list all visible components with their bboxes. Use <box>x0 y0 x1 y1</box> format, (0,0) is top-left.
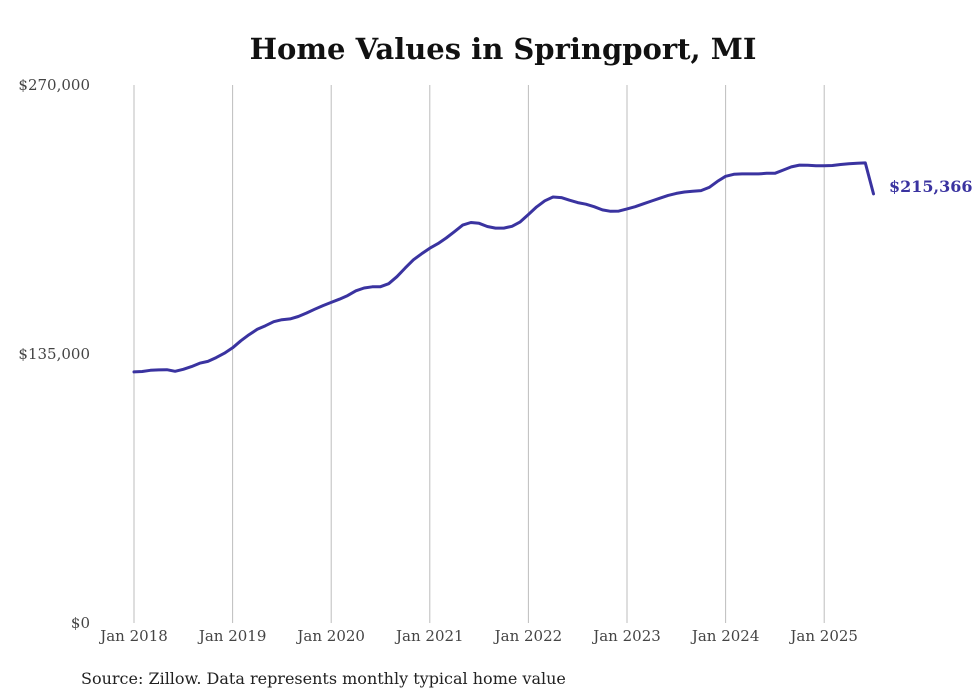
y-tick-label: $135,000 <box>18 345 90 363</box>
y-tick-label: $0 <box>71 614 90 632</box>
x-tick-label: Jan 2022 <box>493 627 563 645</box>
x-tick-label: Jan 2020 <box>295 627 365 645</box>
x-axis-ticks: Jan 2018 Jan 2019 Jan 2020 Jan 2021 Jan 2022… <box>98 627 858 645</box>
x-tick-label: Jan 2021 <box>394 627 464 645</box>
grid-lines <box>133 85 825 623</box>
x-tick-label: Jan 2019 <box>197 627 267 645</box>
latest-value-label: $215,366 <box>889 177 973 196</box>
y-axis-ticks: $0 $135,000 $270,000 <box>18 76 90 632</box>
home-value-line <box>132 161 875 374</box>
x-tick-label: Jan 2024 <box>690 627 760 645</box>
chart-title: Home Values in Springport, MI <box>250 32 757 66</box>
x-tick-label: Jan 2023 <box>591 627 661 645</box>
x-tick-label: Jan 2018 <box>98 627 168 645</box>
source-note: Source: Zillow. Data represents monthly … <box>81 669 566 688</box>
x-tick-label: Jan 2025 <box>788 627 858 645</box>
y-tick-label: $270,000 <box>18 76 90 94</box>
